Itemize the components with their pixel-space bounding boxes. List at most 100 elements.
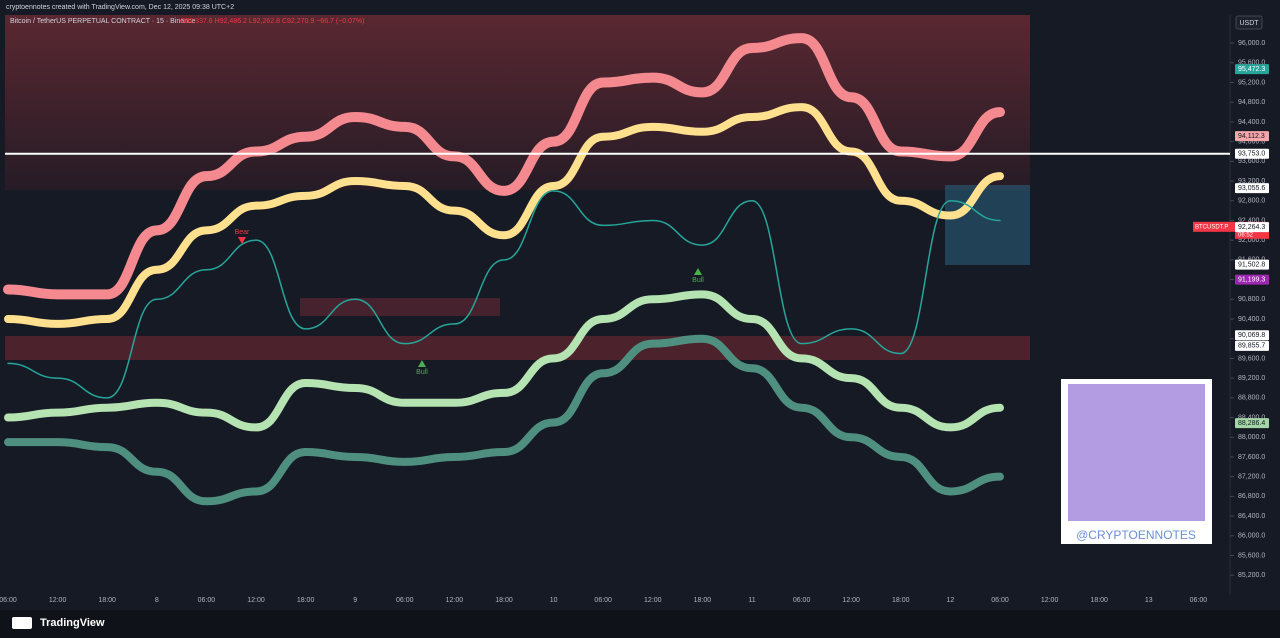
zone (5, 15, 1030, 190)
y-tick-label: 93,200.0 (1238, 178, 1265, 185)
x-tick-label: 18:00 (1090, 597, 1108, 604)
price-tag (1235, 340, 1269, 351)
price-tag-label: 92,264.3 (1238, 224, 1265, 231)
series-line (7, 190, 1001, 399)
symbol-tag (1193, 221, 1235, 232)
y-tick-label: 88,400.0 (1238, 414, 1265, 421)
y-tick-label: 94,400.0 (1238, 119, 1265, 126)
brand-logo (12, 617, 32, 629)
price-tag (1235, 148, 1269, 159)
x-tick-label: 12:00 (49, 597, 67, 604)
zone (5, 336, 1030, 360)
x-tick-label: 06:00 (1190, 597, 1208, 604)
x-tick-label: 12:00 (644, 597, 662, 604)
y-tick-label: 86,800.0 (1238, 493, 1265, 500)
price-tag (1235, 274, 1269, 285)
price-tag (1235, 418, 1269, 429)
y-tick-label: 92,400.0 (1238, 217, 1265, 224)
symbol: Bitcoin / TetherUS PERPETUAL CONTRACT · … (10, 18, 196, 25)
y-tick-label: 86,400.0 (1238, 513, 1265, 520)
currency-box (1235, 15, 1263, 30)
symbol-label: BTCUSDT.P (1195, 224, 1228, 230)
y-tick-label: 89,200.0 (1238, 375, 1265, 382)
price-tag-label: 88,286.4 (1238, 420, 1265, 427)
x-tick-label: 12:00 (842, 597, 860, 604)
x-tick-label: 06:00 (396, 597, 414, 604)
qr-code (1068, 384, 1205, 521)
price-tag-label: 91,502.8 (1238, 262, 1265, 269)
x-tick-label: 11 (748, 597, 755, 604)
price-tag-label: 90,069.8 (1238, 332, 1265, 339)
y-tick-label: 87,600.0 (1238, 454, 1265, 461)
x-tick-label: 13 (1145, 597, 1153, 604)
x-tick-label: 18:00 (694, 597, 712, 604)
y-tick-label: 90,800.0 (1238, 296, 1265, 303)
x-tick-label: 12 (947, 597, 955, 604)
price-tag-label: 93,753.0 (1238, 151, 1265, 158)
price-tag-label: 93,055.6 (1238, 185, 1265, 192)
y-tick-label: 87,200.0 (1238, 474, 1265, 481)
qr-handle: @CRYPTOENNOTES (1076, 528, 1196, 542)
signal-marker (418, 360, 426, 367)
price-tag-label: 91,199.3 (1238, 276, 1265, 283)
y-tick-label: 85,200.0 (1238, 572, 1265, 579)
price-tag (1235, 64, 1269, 75)
footer-bar (0, 610, 1280, 638)
series-line (4, 290, 1004, 432)
y-tick-label: 88,800.0 (1238, 395, 1265, 402)
x-tick-label: 9 (353, 597, 357, 604)
x-tick-label: 06:00 (991, 597, 1009, 604)
y-tick-label: 92,000.0 (1238, 237, 1265, 244)
series-line (4, 334, 1004, 506)
y-tick-label: 93,600.0 (1238, 158, 1265, 165)
zone (945, 185, 1030, 265)
ohlc: O92,337.6 H92,486.2 L92,262.8 C92,270.9 … (180, 18, 364, 25)
annotation: Bear (235, 229, 250, 236)
x-tick-label: 18:00 (98, 597, 116, 604)
x-tick-label: 12:00 (247, 597, 265, 604)
y-tick-label: 94,000.0 (1238, 138, 1265, 145)
x-tick-label: 06:00 (0, 597, 17, 604)
price-tag (1235, 259, 1269, 270)
y-tick-label: 89,600.0 (1238, 355, 1265, 362)
credit: cryptoennotes created with TradingView.c… (6, 4, 234, 11)
series-line (3, 33, 1005, 300)
y-tick-label: 90,400.0 (1238, 316, 1265, 323)
signal-marker (694, 268, 702, 275)
timer-label: 06:52 (1238, 232, 1254, 238)
price-tag (1235, 330, 1269, 341)
y-tick-label: 88,000.0 (1238, 434, 1265, 441)
x-tick-label: 18:00 (495, 597, 513, 604)
x-tick-label: 8 (155, 597, 159, 604)
x-tick-label: 12:00 (1041, 597, 1059, 604)
annotation: Bull (692, 277, 704, 284)
x-tick-label: 12:00 (446, 597, 464, 604)
price-tag (1235, 131, 1269, 142)
y-tick-label: 95,200.0 (1238, 79, 1265, 86)
zone (300, 298, 500, 316)
series-line (4, 103, 1004, 328)
y-tick-label: 86,000.0 (1238, 533, 1265, 540)
y-tick-label: 85,600.0 (1238, 552, 1265, 559)
currency: USDT (1239, 20, 1259, 27)
x-tick-label: 18:00 (297, 597, 315, 604)
brand: TradingView (40, 617, 105, 629)
annotation: Bull (416, 369, 428, 376)
price-tag-label: 95,472.3 (1238, 66, 1265, 73)
timer-tag (1235, 230, 1269, 239)
x-tick-label: 06:00 (594, 597, 612, 604)
signal-marker (238, 237, 246, 244)
y-tick-label: 95,600.0 (1238, 60, 1265, 67)
x-tick-label: 06:00 (198, 597, 216, 604)
price-tag-label: 89,855.7 (1238, 343, 1265, 350)
y-tick-label: 96,000.0 (1238, 40, 1265, 47)
y-tick-label: 92,800.0 (1238, 198, 1265, 205)
price-tag (1235, 183, 1269, 194)
y-tick-label: 94,800.0 (1238, 99, 1265, 106)
x-tick-label: 10 (550, 597, 558, 604)
x-tick-label: 18:00 (892, 597, 910, 604)
price-tag-label: 94,112.3 (1238, 133, 1265, 140)
price-tag (1235, 222, 1269, 233)
